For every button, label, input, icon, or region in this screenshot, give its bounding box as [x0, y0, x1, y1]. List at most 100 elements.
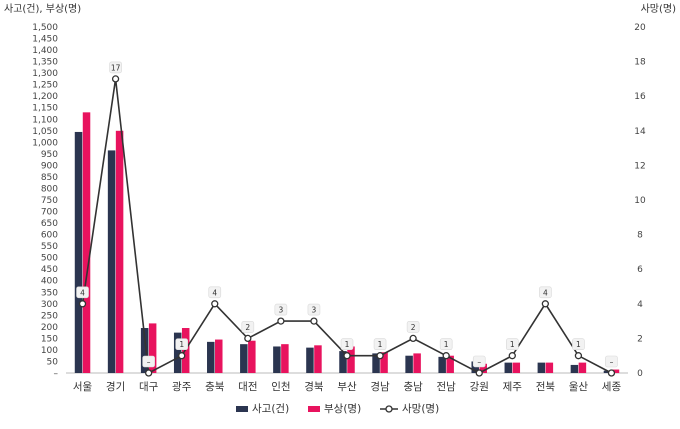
death-point — [111, 75, 120, 83]
left-tick-label: 1,150 — [32, 104, 58, 114]
left-tick-label: 950 — [41, 150, 58, 160]
injury-bar — [248, 340, 256, 373]
death-data-label: 4 — [543, 288, 548, 297]
category-label: 대구 — [139, 381, 159, 393]
death-label-box — [175, 338, 189, 351]
left-axis-title: 사고(건), 부상(명) — [4, 3, 81, 15]
death-label-box — [406, 321, 420, 333]
death-data-label: 2 — [245, 323, 250, 332]
left-tick-label: 1,450 — [32, 35, 58, 45]
injury-bar — [479, 363, 487, 373]
accident-bar — [173, 332, 182, 373]
accident-bar — [240, 344, 248, 373]
accident-bar — [570, 364, 579, 373]
right-tick-label: 4 — [637, 300, 643, 310]
category-label: 대전 — [238, 381, 257, 393]
category-label: 경북 — [304, 380, 324, 393]
injury-bar — [82, 112, 91, 373]
injury-bar — [281, 344, 289, 373]
left-tick-label: 1,000 — [32, 138, 58, 148]
injury-bar — [215, 339, 223, 373]
death-data-label: 1 — [444, 340, 449, 349]
left-tick-label: 1,400 — [32, 46, 58, 56]
category-label: 전남 — [437, 381, 457, 393]
death-label-box — [572, 338, 585, 351]
left-tick-label: 300 — [41, 300, 58, 310]
left-tick-label: 600 — [41, 231, 58, 241]
death-point — [475, 369, 483, 377]
accident-bar — [339, 351, 347, 373]
death-data-label: – — [610, 358, 614, 367]
injury-bar — [512, 362, 521, 373]
left-tick-label: 450 — [41, 265, 58, 275]
death-label-box — [439, 338, 453, 351]
legend-label: 부상(명) — [324, 403, 361, 415]
category-label: 광주 — [172, 381, 192, 393]
death-label-box — [109, 61, 122, 74]
death-point — [78, 300, 87, 308]
death-data-label: 17 — [111, 63, 121, 72]
legend-marker — [385, 405, 393, 413]
left-tick-label: 100 — [41, 346, 58, 356]
death-point — [442, 352, 450, 360]
death-point — [178, 352, 186, 360]
right-tick-label: 12 — [634, 161, 645, 171]
death-label-box — [539, 286, 552, 299]
death-data-label: 3 — [312, 306, 317, 315]
death-point — [607, 369, 616, 377]
bar-series — [74, 112, 620, 373]
death-label-box — [605, 355, 618, 368]
death-label-box — [241, 321, 255, 333]
death-data-label: 4 — [212, 288, 217, 297]
right-tick-label: 14 — [634, 127, 646, 137]
left-tick-label: – — [54, 369, 59, 379]
right-axis-title: 사망(명) — [641, 3, 677, 15]
left-tick-label: 1,200 — [32, 92, 58, 102]
death-data-label: 2 — [411, 323, 416, 332]
left-tick-label: 750 — [41, 196, 58, 206]
legend-label: 사망(명) — [402, 403, 439, 415]
death-point — [343, 352, 351, 360]
death-label-box — [505, 338, 519, 351]
left-tick-label: 400 — [41, 277, 58, 287]
category-label: 강원 — [470, 381, 489, 393]
accident-bar — [438, 356, 446, 373]
death-point — [211, 300, 219, 308]
category-label: 전북 — [536, 381, 556, 393]
injury-bar — [611, 369, 620, 373]
left-axis-ticks: –501001502002503003504004505005506006507… — [32, 23, 58, 379]
death-point — [409, 334, 417, 343]
injury-bar — [347, 346, 355, 373]
death-data-label: 1 — [345, 340, 350, 349]
category-labels: 서울 경기 대구 광주 충북 대전 인천 경북 부산 경남 충남 전남 강원 제주 전북 울산 세종 — [73, 380, 622, 393]
death-point — [541, 300, 550, 308]
death-point — [574, 352, 583, 360]
death-label-box — [142, 355, 155, 368]
death-data-label: 1 — [378, 340, 383, 349]
death-data-label: 1 — [576, 340, 581, 349]
left-tick-label: 650 — [41, 219, 58, 229]
left-tick-label: 200 — [41, 323, 58, 333]
category-label: 부산 — [337, 381, 357, 393]
left-tick-label: 900 — [41, 161, 58, 171]
category-label: 서울 — [73, 381, 93, 393]
death-point — [144, 369, 153, 377]
accident-bar — [603, 370, 612, 373]
legend-swatch — [308, 406, 320, 412]
category-label: 충남 — [403, 381, 423, 393]
injury-bar — [545, 362, 554, 373]
category-label: 충북 — [205, 381, 225, 393]
category-label: 세종 — [602, 381, 622, 393]
left-tick-label: 550 — [41, 242, 58, 252]
injury-bar — [148, 323, 157, 373]
injury-bar — [413, 353, 421, 373]
accident-bar — [306, 347, 314, 373]
left-tick-label: 700 — [41, 208, 58, 218]
right-tick-label: 20 — [634, 23, 646, 33]
left-tick-label: 350 — [41, 288, 58, 298]
left-tick-label: 150 — [41, 334, 58, 344]
left-tick-label: 1,250 — [32, 81, 58, 91]
left-tick-label: 1,300 — [32, 69, 58, 79]
death-data-label: – — [477, 358, 481, 367]
